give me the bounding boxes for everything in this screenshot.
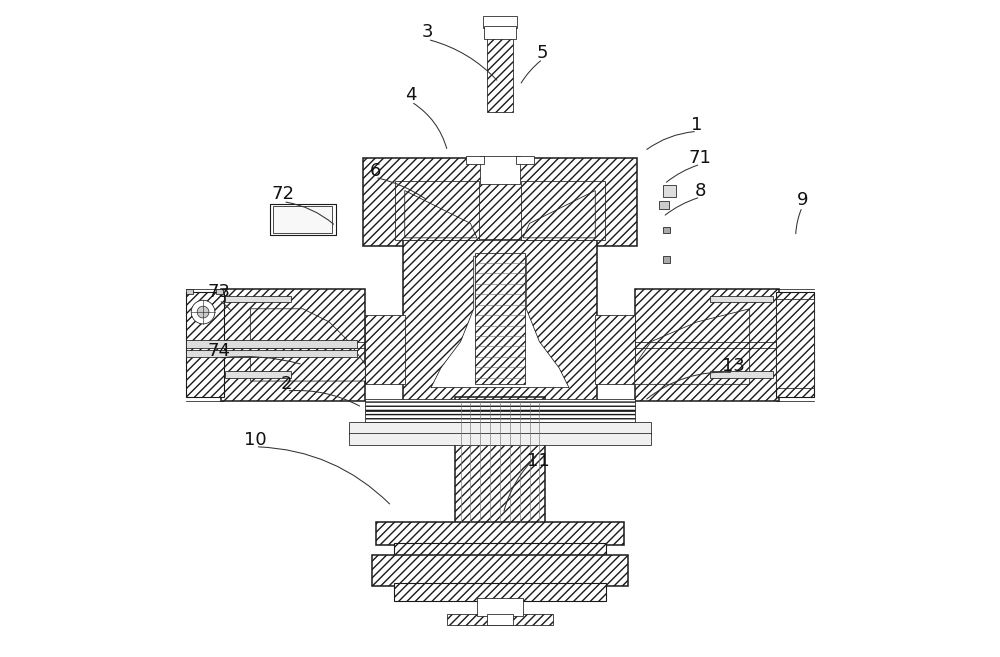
Bar [487, 614, 513, 625]
Polygon shape [475, 253, 525, 384]
Polygon shape [405, 191, 477, 238]
Polygon shape [365, 315, 405, 384]
Bar [663, 185, 676, 197]
Bar [225, 296, 291, 302]
Polygon shape [523, 191, 595, 238]
Bar [349, 433, 651, 445]
Bar [710, 371, 773, 378]
Text: 71: 71 [689, 148, 712, 167]
Bar [663, 256, 670, 263]
Polygon shape [635, 289, 779, 401]
Polygon shape [776, 299, 814, 388]
Polygon shape [595, 315, 635, 384]
Bar [466, 156, 484, 164]
Text: 74: 74 [207, 342, 230, 361]
Text: 1: 1 [691, 116, 703, 134]
Text: 8: 8 [695, 181, 706, 200]
Bar [663, 227, 670, 233]
Text: 4: 4 [406, 86, 417, 104]
Bar [186, 340, 357, 348]
Polygon shape [250, 309, 365, 384]
Bar [186, 289, 193, 294]
Polygon shape [186, 292, 224, 397]
Polygon shape [221, 289, 365, 401]
Bar [484, 26, 516, 39]
Text: 9: 9 [796, 191, 808, 210]
Polygon shape [776, 292, 814, 397]
Text: 13: 13 [722, 357, 745, 375]
Bar [186, 350, 357, 357]
Bar [483, 16, 517, 28]
Polygon shape [394, 543, 606, 558]
Polygon shape [372, 555, 628, 586]
Polygon shape [447, 614, 553, 625]
Text: 72: 72 [272, 185, 295, 203]
Polygon shape [487, 20, 513, 112]
Bar [216, 289, 223, 294]
Bar [365, 411, 635, 423]
Polygon shape [521, 181, 605, 240]
Circle shape [191, 300, 215, 324]
Text: 5: 5 [537, 43, 548, 62]
Text: 10: 10 [244, 431, 267, 449]
Circle shape [197, 306, 209, 318]
Polygon shape [455, 397, 545, 526]
Polygon shape [376, 522, 624, 545]
Bar [270, 204, 336, 235]
Text: 2: 2 [281, 375, 292, 394]
Polygon shape [431, 256, 569, 388]
Bar [659, 201, 669, 209]
Polygon shape [635, 309, 750, 384]
Polygon shape [394, 583, 606, 601]
Bar [477, 598, 523, 616]
Bar [225, 371, 291, 378]
Bar [710, 296, 773, 302]
Polygon shape [403, 240, 597, 401]
Bar [516, 156, 534, 164]
Bar [365, 399, 635, 411]
Text: 6: 6 [369, 162, 381, 180]
Polygon shape [363, 158, 637, 246]
Bar [480, 156, 520, 184]
Polygon shape [395, 181, 479, 240]
Text: 3: 3 [422, 22, 433, 41]
Bar [273, 206, 332, 233]
Text: 11: 11 [527, 452, 549, 470]
Text: 73: 73 [207, 283, 230, 302]
Bar [349, 422, 651, 434]
